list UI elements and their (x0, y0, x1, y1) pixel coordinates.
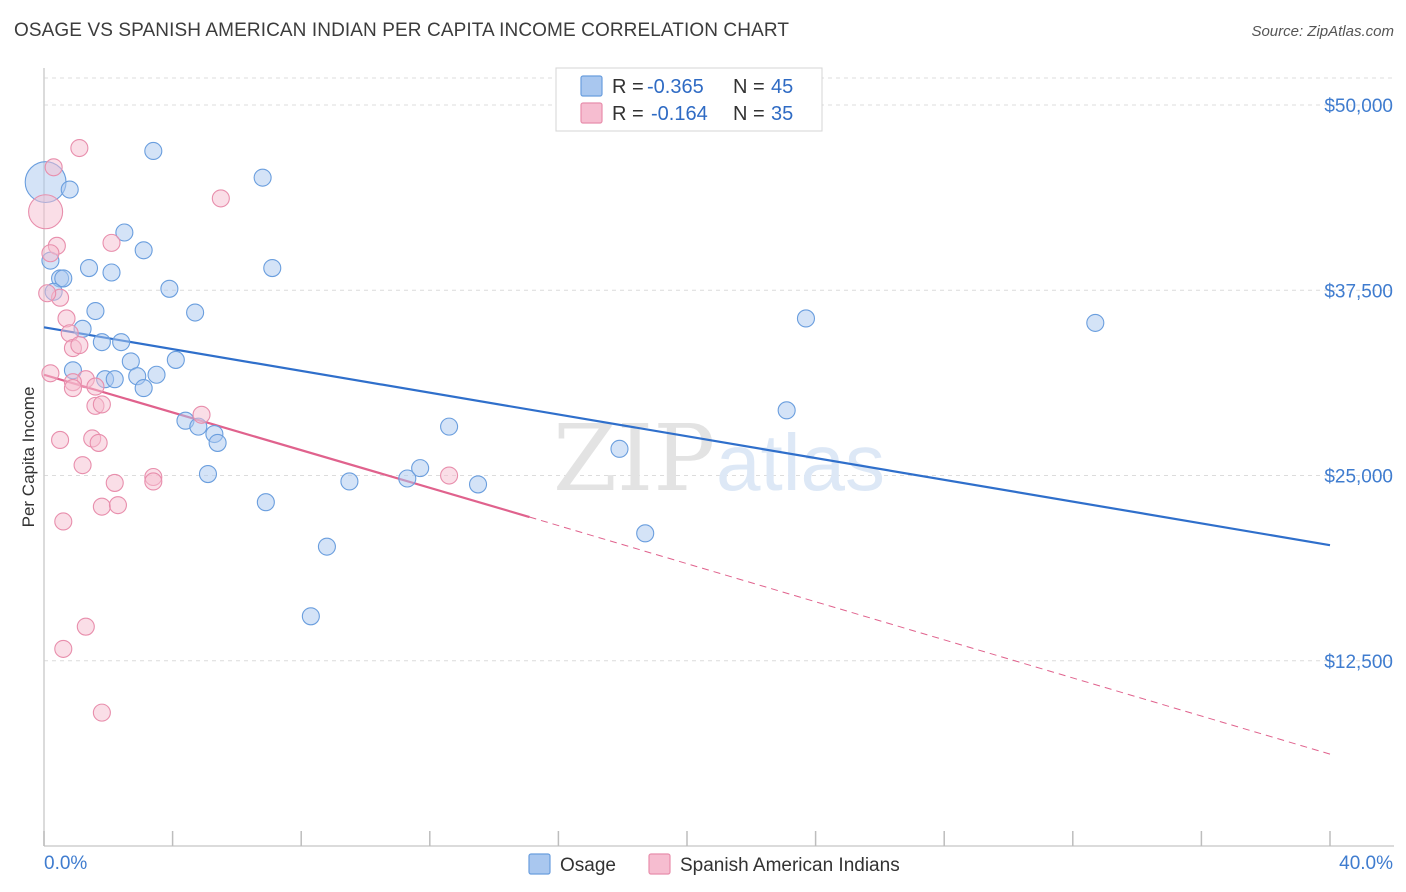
point-osage (263, 259, 282, 278)
point-osage (102, 263, 121, 282)
point-osage (398, 469, 417, 488)
trendline-spanish-american-indians (43, 373, 530, 519)
y-tick-label: $12,500 (1324, 652, 1393, 673)
point-spanish-american-indians (92, 395, 111, 414)
point-spanish-american-indians (192, 405, 211, 424)
point-spanish-american-indians (57, 309, 76, 328)
point-osage (440, 417, 459, 436)
point-osage (208, 433, 227, 452)
point-spanish-american-indians (38, 284, 57, 303)
bottom-legend: Osage Spanish American Indians (528, 853, 900, 876)
legend-r-value: -0.365 (647, 76, 704, 98)
point-osage (796, 309, 816, 328)
source-note: Source: ZipAtlas.com (1251, 23, 1394, 40)
legend-n-value: 35 (771, 103, 793, 125)
point-osage (340, 472, 359, 491)
point-spanish-american-indians (54, 512, 73, 531)
y-tick-labels: $12,500 $25,000 $37,500 $50,000 (1324, 96, 1393, 673)
trendline-spanish-american-indians-extrapolated (529, 516, 1331, 755)
bottom-legend-label-spanish-american-indians: Spanish American Indians (680, 855, 900, 876)
point-osage (60, 180, 79, 199)
legend-n-value: 45 (771, 76, 793, 98)
watermark-zip: ZIP (553, 405, 715, 512)
point-osage (115, 223, 134, 242)
bottom-legend-swatch-spanish-american-indians (648, 853, 671, 875)
point-spanish-american-indians (86, 377, 105, 396)
point-spanish-american-indians (144, 472, 163, 491)
point-osage (54, 269, 73, 288)
point-osage (1086, 313, 1105, 332)
point-spanish-american-indians (211, 189, 230, 208)
y-tick-label: $37,500 (1324, 281, 1393, 302)
point-osage (198, 464, 218, 484)
legend-swatch-spanish-american-indians (580, 102, 603, 124)
point-spanish-american-indians (41, 244, 60, 263)
watermark-atlas: atlas (716, 418, 885, 507)
watermark: ZIP atlas (553, 405, 885, 512)
x-tick-label-right: 40.0% (1339, 853, 1393, 874)
legend-r-label: R = (612, 103, 644, 125)
point-spanish-american-indians (73, 456, 92, 475)
point-osage (160, 279, 179, 298)
point-osage (144, 141, 163, 161)
bottom-legend-swatch-osage (528, 853, 551, 875)
legend-r-value: -0.164 (651, 103, 708, 125)
points (24, 138, 1105, 722)
point-spanish-american-indians (41, 364, 60, 383)
point-osage (92, 333, 111, 352)
point-spanish-american-indians (76, 617, 95, 636)
trendlines (43, 326, 1331, 755)
point-osage (636, 524, 655, 543)
point-spanish-american-indians (89, 433, 108, 452)
point-osage (134, 241, 153, 260)
y-tick-label: $25,000 (1324, 467, 1393, 488)
point-spanish-american-indians (63, 379, 82, 398)
point-osage (79, 259, 99, 278)
trendline-osage (43, 326, 1331, 547)
point-spanish-american-indians (54, 639, 73, 658)
chart-title: OSAGE VS SPANISH AMERICAN INDIAN PER CAP… (14, 20, 790, 41)
point-osage (317, 537, 336, 556)
legend-n-label: N = (733, 76, 765, 98)
legend-r-label: R = (612, 76, 644, 98)
point-osage (112, 333, 131, 352)
point-osage (147, 365, 166, 384)
point-osage (134, 379, 153, 398)
point-osage (468, 475, 488, 494)
point-spanish-american-indians (105, 473, 124, 492)
legend-swatch-osage (580, 75, 603, 97)
point-osage (256, 493, 275, 512)
x-ticks (43, 831, 1331, 846)
point-spanish-american-indians (92, 497, 111, 516)
point-spanish-american-indians (108, 496, 127, 515)
bottom-legend-label-osage: Osage (560, 855, 616, 876)
point-spanish-american-indians (440, 466, 459, 485)
point-osage (610, 439, 629, 458)
legend: R = -0.365 N = 45 R = -0.164 N = 35 (555, 67, 823, 132)
point-osage (105, 370, 124, 389)
point-spanish-american-indians (70, 336, 89, 355)
point-osage (186, 303, 205, 322)
y-tick-label: $50,000 (1324, 96, 1393, 117)
point-spanish-american-indians (51, 430, 70, 450)
point-spanish-american-indians (92, 703, 111, 722)
point-osage (253, 168, 272, 187)
point-spanish-american-indians (70, 138, 89, 158)
point-osage (301, 607, 320, 626)
point-osage (777, 401, 796, 420)
point-spanish-american-indians (44, 158, 63, 177)
y-axis-title: Per Capita Income (19, 387, 38, 528)
point-spanish-american-indians (28, 194, 64, 230)
x-tick-label-left: 0.0% (44, 853, 87, 874)
point-spanish-american-indians (102, 233, 121, 252)
point-osage (86, 301, 105, 321)
point-osage (166, 350, 185, 369)
point-osage (411, 459, 430, 478)
legend-n-label: N = (733, 103, 765, 125)
